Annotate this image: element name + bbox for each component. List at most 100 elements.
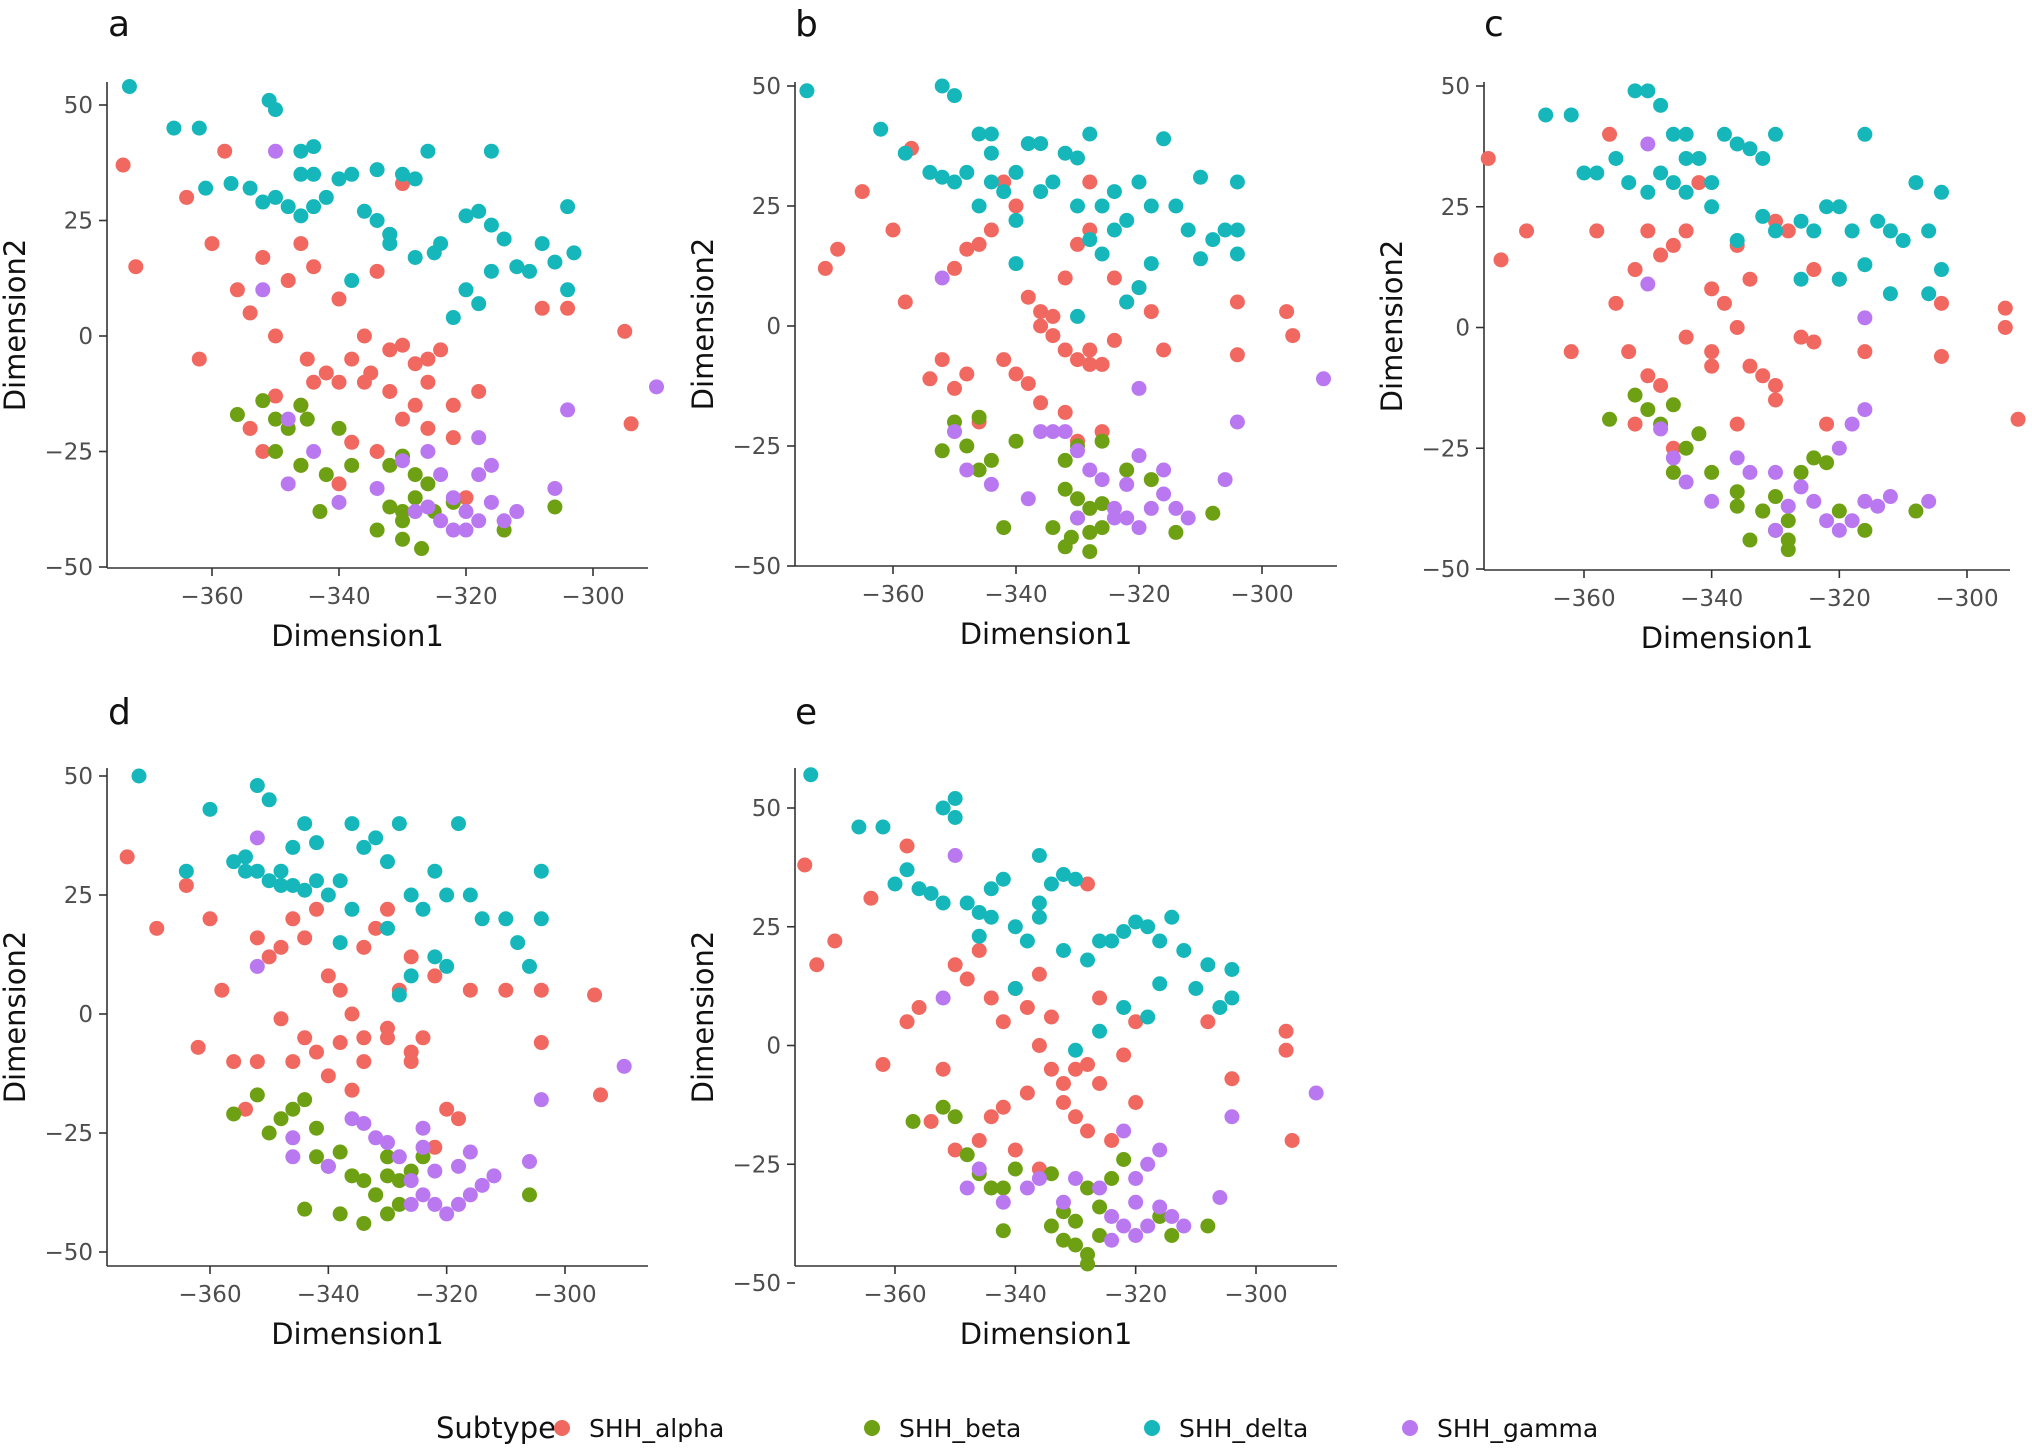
point-SHH_alpha <box>119 849 135 865</box>
point-SHH_gamma <box>947 424 962 440</box>
point-SHH_delta <box>983 174 999 190</box>
point-SHH_beta <box>1691 426 1707 442</box>
point-SHH_alpha <box>935 1061 951 1077</box>
point-SHH_alpha <box>306 259 322 275</box>
point-SHH_alpha <box>249 1054 265 1070</box>
point-SHH_beta <box>1082 524 1098 540</box>
point-SHH_beta <box>391 1173 407 1189</box>
point-SHH_delta <box>959 164 975 180</box>
point-SHH_delta <box>1665 175 1681 191</box>
point-SHH_delta <box>533 911 549 927</box>
series-SHH_gamma <box>1640 136 1937 538</box>
point-SHH_gamma <box>1131 448 1147 464</box>
x-tick-label: −340 <box>1680 586 1743 612</box>
point-SHH_beta <box>226 1106 242 1122</box>
point-SHH_delta <box>121 79 137 95</box>
point-SHH_delta <box>923 886 939 901</box>
point-SHH_alpha <box>356 939 372 955</box>
point-SHH_alpha <box>297 930 313 946</box>
point-SHH_gamma <box>1665 450 1681 466</box>
point-SHH_alpha <box>1563 344 1579 360</box>
point-SHH_gamma <box>1131 380 1147 396</box>
point-SHH_delta <box>1119 294 1135 310</box>
point-SHH_delta <box>1921 286 1937 302</box>
point-SHH_beta <box>268 444 283 459</box>
point-SHH_beta <box>297 1092 313 1108</box>
y-tick-label: −25 <box>732 434 781 460</box>
point-SHH_delta <box>1094 198 1110 214</box>
point-SHH_gamma <box>1780 498 1796 514</box>
point-SHH_alpha <box>285 911 301 927</box>
point-SHH_alpha <box>149 920 165 936</box>
legend-item-gamma: SHH_gamma <box>1402 1414 1598 1443</box>
panel-letter-e: e <box>795 692 817 733</box>
point-SHH_delta <box>1033 136 1049 152</box>
point-SHH_gamma <box>486 1168 502 1184</box>
point-SHH_delta <box>799 83 815 99</box>
point-SHH_beta <box>1119 462 1135 478</box>
point-SHH_alpha <box>1627 416 1643 432</box>
point-SHH_gamma <box>1176 1218 1192 1234</box>
point-SHH_alpha <box>1678 329 1694 345</box>
point-SHH_delta <box>1080 952 1096 968</box>
point-SHH_delta <box>344 166 360 182</box>
y-tick-label: 0 <box>766 314 781 340</box>
point-SHH_delta <box>223 176 239 192</box>
point-SHH_delta <box>983 145 999 161</box>
point-SHH_alpha <box>1106 332 1122 348</box>
point-SHH_alpha <box>1493 252 1509 268</box>
point-SHH_alpha <box>1704 344 1720 360</box>
point-SHH_alpha <box>1068 1061 1083 1077</box>
y-tick-label: −50 <box>1421 557 1470 583</box>
point-SHH_delta <box>471 203 487 219</box>
legend-label-alpha: SHH_alpha <box>589 1414 724 1443</box>
point-SHH_gamma <box>249 830 265 846</box>
x-tick-label: −340 <box>297 1282 360 1308</box>
point-SHH_delta <box>1793 213 1809 229</box>
point-SHH_delta <box>458 282 474 298</box>
point-SHH_beta <box>1007 1161 1023 1177</box>
point-SHH_delta <box>344 273 360 289</box>
point-SHH_beta <box>1080 1180 1096 1196</box>
point-SHH_alpha <box>214 982 230 998</box>
point-SHH_alpha <box>623 416 639 432</box>
series-SHH_gamma <box>934 270 1331 536</box>
point-SHH_beta <box>1092 1199 1108 1215</box>
point-SHH_alpha <box>331 374 347 390</box>
point-SHH_delta <box>280 199 296 215</box>
point-SHH_delta <box>1627 83 1643 99</box>
point-SHH_delta <box>947 174 962 190</box>
point-SHH_delta <box>427 863 443 879</box>
point-SHH_gamma <box>458 504 474 520</box>
point-SHH_delta <box>462 887 478 903</box>
x-axis-title: Dimension1 <box>960 617 1133 651</box>
y-tick-label: 50 <box>64 764 93 790</box>
point-SHH_gamma <box>983 476 999 492</box>
point-SHH_alpha <box>1070 352 1085 368</box>
point-SHH_beta <box>1806 450 1822 466</box>
point-SHH_beta <box>1116 1152 1132 1167</box>
point-SHH_beta <box>407 467 423 483</box>
point-SHH_delta <box>1678 126 1694 142</box>
point-SHH_gamma <box>1308 1085 1324 1101</box>
point-SHH_alpha <box>1933 295 1949 311</box>
point-SHH_delta <box>1007 981 1023 996</box>
point-SHH_alpha <box>332 982 348 998</box>
point-SHH_delta <box>382 236 398 252</box>
point-SHH_alpha <box>863 890 879 906</box>
point-SHH_delta <box>959 895 975 911</box>
series-SHH_delta <box>131 768 549 1003</box>
x-tick-label: −360 <box>1552 586 1615 612</box>
point-SHH_delta <box>1068 871 1083 887</box>
point-SHH_alpha <box>356 328 372 344</box>
point-SHH_gamma <box>1031 1171 1047 1186</box>
point-SHH_delta <box>1104 933 1120 949</box>
point-SHH_alpha <box>309 901 324 917</box>
point-SHH_alpha <box>1819 416 1835 432</box>
point-SHH_delta <box>242 180 258 196</box>
point-SHH_delta <box>1131 174 1147 190</box>
point-SHH_alpha <box>273 1011 289 1027</box>
point-SHH_delta <box>1143 256 1159 272</box>
point-SHH_beta <box>356 1173 372 1189</box>
point-SHH_gamma <box>1806 493 1822 509</box>
